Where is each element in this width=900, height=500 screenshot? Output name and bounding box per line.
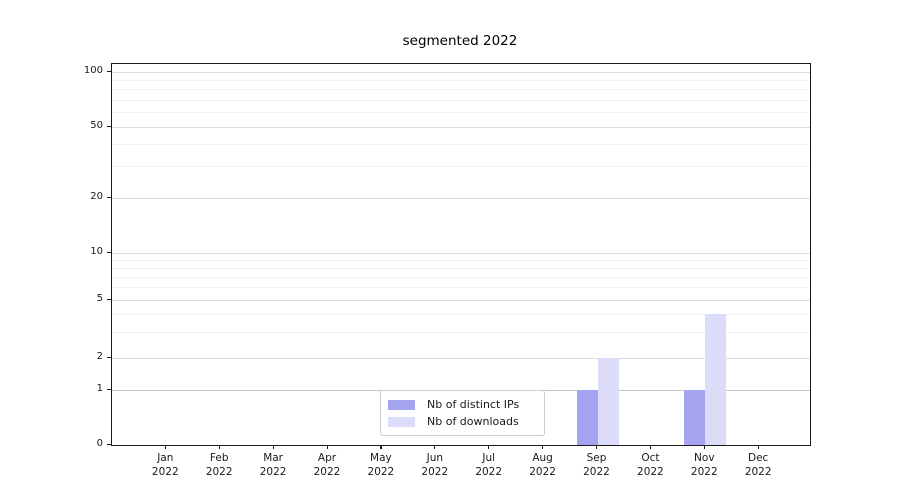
minor-gridline xyxy=(112,79,810,81)
x-tick-label: Mar 2022 xyxy=(246,451,300,479)
x-tick-month: Oct xyxy=(641,452,660,464)
y-tick-mark xyxy=(107,443,111,445)
y-tick-mark xyxy=(107,70,111,72)
major-gridline xyxy=(112,299,810,301)
minor-gridline xyxy=(112,112,810,114)
major-gridline xyxy=(112,71,810,73)
plot-area: Nb of distinct IPs Nb of downloads xyxy=(111,63,811,446)
x-tick-label: Dec 2022 xyxy=(731,451,785,479)
x-tick-year: 2022 xyxy=(583,466,610,478)
y-tick-mark xyxy=(107,125,111,127)
x-tick-label: May 2022 xyxy=(354,451,408,479)
legend-swatch-downloads-icon xyxy=(388,416,415,427)
minor-gridline xyxy=(112,166,810,168)
x-tick-mark xyxy=(596,445,598,449)
x-tick-year: 2022 xyxy=(367,466,395,478)
y-tick-label: 0 xyxy=(96,438,103,449)
x-tick-mark xyxy=(542,445,544,449)
x-tick-mark xyxy=(649,445,652,449)
y-tick-label: 1 xyxy=(96,383,103,394)
x-tick-mark xyxy=(488,445,490,449)
legend-swatch-distinct-ips-icon xyxy=(388,399,415,410)
major-gridline xyxy=(112,197,810,199)
legend-entry-distinct-ips: Nb of distinct IPs xyxy=(388,398,544,411)
bar-distinct-ips-sep xyxy=(576,390,598,445)
x-tick-year: 2022 xyxy=(313,466,341,478)
x-tick-month: Dec xyxy=(748,452,769,464)
y-tick-label: 10 xyxy=(90,246,103,257)
x-tick-label: Sep 2022 xyxy=(570,451,624,479)
minor-gridline xyxy=(112,89,810,91)
x-tick-mark xyxy=(326,445,328,449)
x-tick-year: 2022 xyxy=(259,466,287,478)
x-tick-year: 2022 xyxy=(744,466,772,478)
x-tick-label: Oct 2022 xyxy=(623,451,677,479)
minor-gridline xyxy=(112,331,810,333)
x-tick-year: 2022 xyxy=(529,466,556,478)
major-gridline xyxy=(112,126,810,128)
x-tick-month: Feb xyxy=(209,452,229,464)
legend-label-downloads: Nb of downloads xyxy=(427,415,519,428)
x-tick-mark xyxy=(757,445,759,449)
x-tick-year: 2022 xyxy=(151,466,179,478)
x-tick-month: Jun xyxy=(426,452,443,464)
x-tick-month: Aug xyxy=(532,452,553,464)
x-tick-month: Jul xyxy=(482,452,496,464)
x-tick-year: 2022 xyxy=(690,466,718,478)
minor-gridline xyxy=(112,99,810,101)
y-tick-label: 100 xyxy=(83,65,103,76)
x-tick-label: Feb 2022 xyxy=(192,451,246,479)
y-tick-mark xyxy=(107,251,111,253)
x-tick-label: Jul 2022 xyxy=(462,451,516,479)
x-tick-mark xyxy=(218,445,220,449)
x-tick-label: Nov 2022 xyxy=(677,451,731,479)
y-tick-label: 5 xyxy=(96,293,103,304)
x-tick-year: 2022 xyxy=(205,466,233,478)
y-tick-mark xyxy=(107,196,111,198)
legend-entry-downloads: Nb of downloads xyxy=(388,415,544,428)
y-tick-mark xyxy=(107,298,111,300)
x-tick-mark xyxy=(272,445,274,449)
x-tick-month: Nov xyxy=(694,452,715,464)
y-tick-label: 50 xyxy=(90,120,103,131)
x-tick-year: 2022 xyxy=(475,466,503,478)
legend: Nb of distinct IPs Nb of downloads xyxy=(380,390,545,436)
minor-gridline xyxy=(112,287,810,289)
minor-gridline xyxy=(112,259,810,261)
minor-gridline xyxy=(112,313,810,315)
x-tick-month: May xyxy=(370,452,392,464)
minor-gridline xyxy=(112,267,810,269)
x-tick-label: Jan 2022 xyxy=(138,451,192,479)
minor-gridline xyxy=(112,276,810,278)
y-tick-label: 20 xyxy=(90,191,103,202)
x-tick-mark xyxy=(380,445,382,449)
x-tick-label: Jun 2022 xyxy=(408,451,462,479)
y-tick-mark xyxy=(107,356,111,358)
legend-label-distinct-ips: Nb of distinct IPs xyxy=(427,398,520,411)
bar-downloads-sep xyxy=(597,358,619,445)
x-tick-year: 2022 xyxy=(421,466,449,478)
x-tick-month: Sep xyxy=(586,452,607,464)
x-tick-mark xyxy=(703,445,705,449)
x-tick-label: Apr 2022 xyxy=(300,451,354,479)
bar-downloads-nov xyxy=(705,314,727,445)
x-tick-year: 2022 xyxy=(637,466,664,478)
x-tick-mark xyxy=(434,445,436,449)
x-tick-month: Jan xyxy=(157,452,174,464)
x-tick-mark xyxy=(164,445,166,449)
major-gridline xyxy=(112,357,810,359)
x-tick-month: Mar xyxy=(263,452,283,464)
chart-title: segmented 2022 xyxy=(402,33,518,49)
major-gridline xyxy=(112,252,810,254)
minor-gridline xyxy=(112,143,810,145)
x-tick-label: Aug 2022 xyxy=(516,451,570,479)
y-tick-mark xyxy=(107,388,111,390)
y-tick-label: 2 xyxy=(96,351,103,362)
x-tick-month: Apr xyxy=(317,452,337,464)
bar-distinct-ips-nov xyxy=(684,390,706,445)
